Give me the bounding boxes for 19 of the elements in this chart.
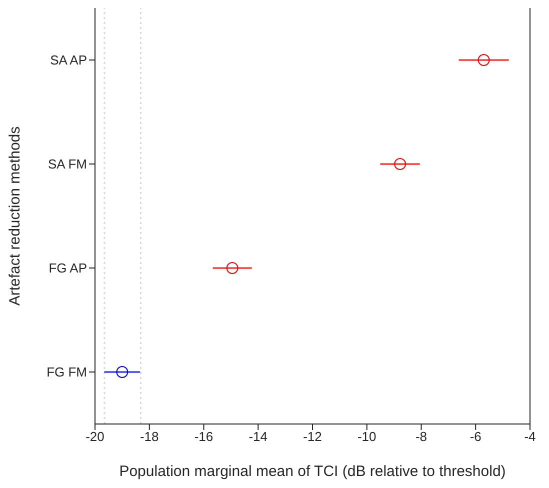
point (394, 158, 406, 170)
y-tick-label: FG AP (48, 260, 87, 276)
y-tick-label: FG FM (46, 364, 87, 380)
y-tick-label: SA FM (48, 156, 87, 172)
point (116, 366, 128, 378)
point (226, 262, 238, 274)
x-tick-label: -16 (194, 429, 214, 444)
y-tick-label: SA AP (50, 52, 87, 68)
x-tick-label: -8 (415, 429, 428, 444)
x-tick-label: -20 (86, 429, 104, 444)
x-axis-title: Population marginal mean of TCI (dB relative to threshold) (119, 463, 506, 480)
x-tick-label: -4 (524, 429, 536, 444)
x-tick-label: -6 (470, 429, 482, 444)
x-tick-label: -10 (357, 429, 376, 444)
x-tick-label: -12 (303, 429, 322, 444)
point (478, 54, 490, 66)
y-axis-title: Artefact reduction methods (6, 126, 24, 306)
x-tick-label: -14 (248, 429, 268, 444)
x-tick-label: -18 (140, 429, 159, 444)
